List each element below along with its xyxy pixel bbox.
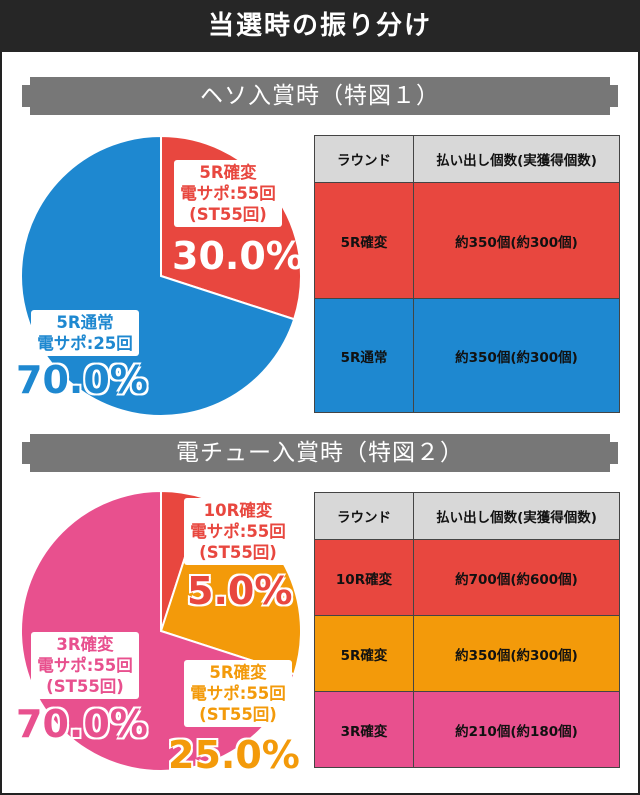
table-header-row: ラウンド 払い出し個数(実獲得個数) [314, 492, 620, 540]
slice-label-text: 5R確変 電サポ:55回 (ST55回) [184, 660, 292, 727]
slice-label-text: 5R確変 電サポ:55回 (ST55回) [174, 160, 282, 227]
slice-percent-text: 70.0% [16, 702, 148, 746]
cell-round: 5R通常 [314, 298, 414, 413]
cell-round: 5R確変 [314, 615, 414, 692]
slice-percent-70: 70.0% [16, 704, 148, 744]
slice-percent-text: 30.0% [172, 234, 304, 278]
column-header-payout: 払い出し個数(実獲得個数) [413, 135, 620, 183]
cell-payout: 約700個(約600個) [413, 539, 620, 616]
table-row: 3R確変 約210個(約180個) [314, 691, 620, 768]
banner-text-2: 電チュー入賞時（特図２） [176, 440, 464, 466]
column-header-round: ラウンド [314, 135, 414, 183]
slice-label-text: 3R確変 電サポ:55回 (ST55回) [31, 632, 139, 699]
table-row: 5R通常 約350個(約300個) [314, 298, 620, 413]
cell-payout: 約350個(約300個) [413, 182, 620, 299]
column-header-round: ラウンド [314, 492, 414, 540]
column-header-payout: 払い出し個数(実獲得個数) [413, 492, 620, 540]
table-row: 5R確変 約350個(約300個) [314, 615, 620, 692]
slice-label-text: 10R確変 電サポ:55回 (ST55回) [184, 498, 292, 565]
banner-text-1: ヘソ入賞時（特図１） [200, 83, 440, 109]
slice-label-10r-kakuhen: 10R確変 電サポ:55回 (ST55回) [168, 498, 308, 565]
slice-percent-text: 5.0% [187, 569, 293, 613]
slice-percent-25: 25.0% [168, 735, 300, 775]
slice-label-text: 5R通常 電サポ:25回 [31, 310, 139, 356]
banner-shape-2 [22, 434, 618, 472]
banner-shape-1 [22, 77, 618, 115]
cell-payout: 約350個(約300個) [413, 298, 620, 413]
slice-percent-30: 30.0% [172, 236, 304, 276]
slice-label-5r-kakuhen-2: 5R確変 電サポ:55回 (ST55回) [168, 660, 308, 727]
payout-table-1: ラウンド 払い出し個数(実獲得個数) 5R確変 約350個(約300個) 5R通… [314, 135, 620, 413]
cell-round: 10R確変 [314, 539, 414, 616]
table-row: 5R確変 約350個(約300個) [314, 182, 620, 299]
cell-round: 3R確変 [314, 691, 414, 768]
cell-payout: 約210個(約180個) [413, 691, 620, 768]
table-header-row: ラウンド 払い出し個数(実獲得個数) [314, 135, 620, 183]
payout-table-2: ラウンド 払い出し個数(実獲得個数) 10R確変 約700個(約600個) 5R… [314, 492, 620, 768]
slice-percent-text: 70.0% [16, 358, 148, 402]
table-row: 10R確変 約700個(約600個) [314, 539, 620, 616]
section-banner-1: ヘソ入賞時（特図１） [22, 77, 618, 115]
page-title: 当選時の振り分け [0, 0, 640, 52]
slice-label-5r-kakuhen: 5R確変 電サポ:55回 (ST55回) [158, 160, 298, 227]
section-banner-2: 電チュー入賞時（特図２） [22, 434, 618, 472]
slice-label-3r-kakuhen: 3R確変 電サポ:55回 (ST55回) [20, 632, 150, 699]
slice-label-5r-tsujo: 5R通常 電サポ:25回 [20, 310, 150, 356]
cell-round: 5R確変 [314, 182, 414, 299]
slice-percent-5: 5.0% [187, 571, 292, 611]
slice-percent-text: 25.0% [168, 733, 300, 777]
slice-percent-70: 70.0% [16, 360, 148, 400]
cell-payout: 約350個(約300個) [413, 615, 620, 692]
